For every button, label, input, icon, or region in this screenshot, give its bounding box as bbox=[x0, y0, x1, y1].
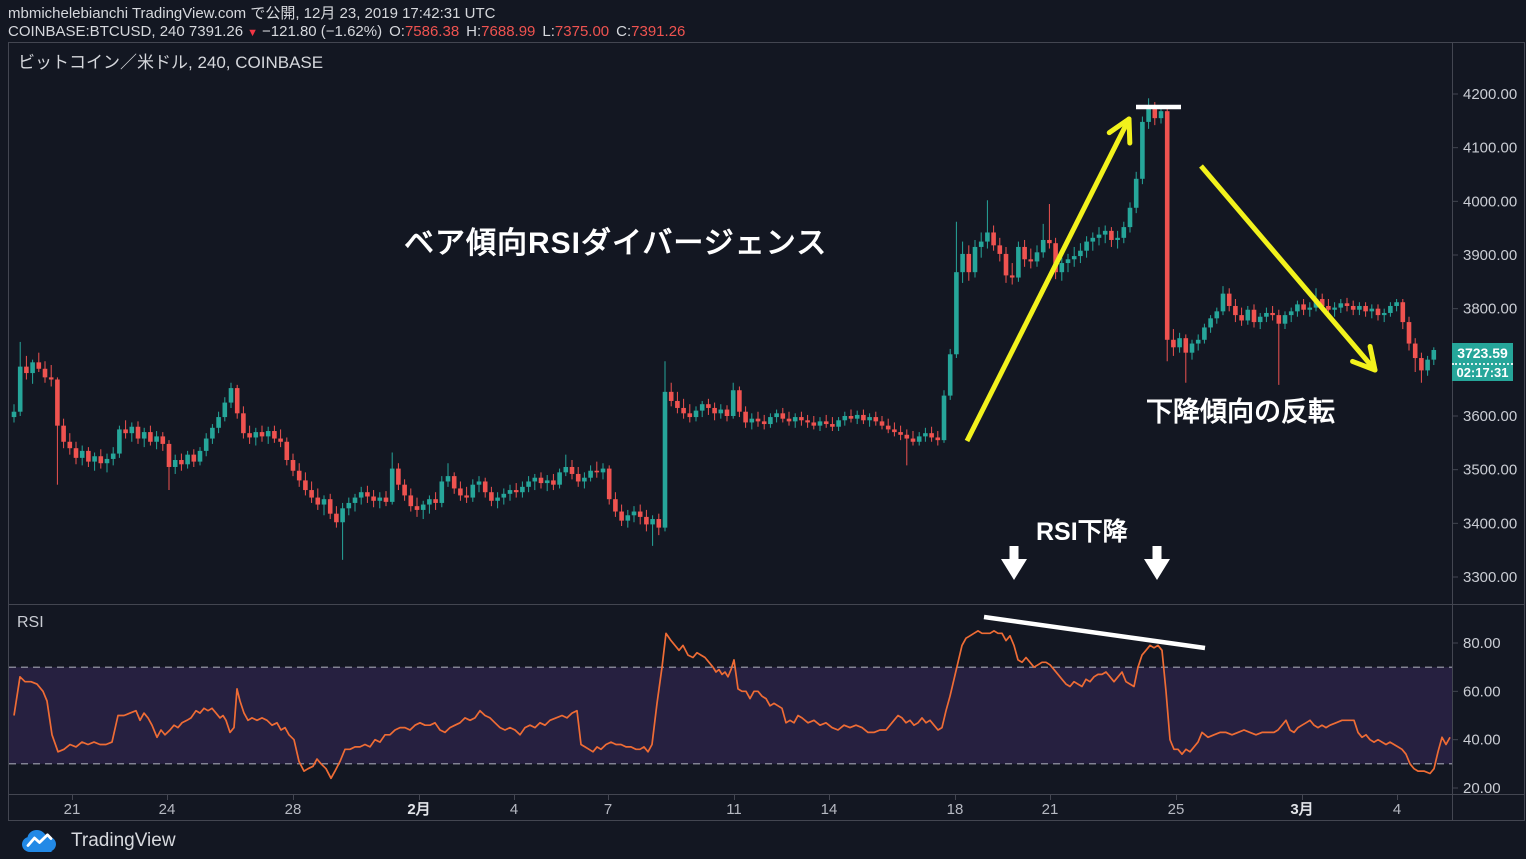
svg-text:3300.00: 3300.00 bbox=[1463, 569, 1517, 586]
time-axis[interactable]: 21 24 28 2月 4 7 11 14 18 21 25 3月 4 bbox=[64, 794, 1402, 819]
rsi-plot[interactable] bbox=[13, 630, 1451, 780]
svg-text:24: 24 bbox=[159, 801, 176, 818]
svg-text:3400.00: 3400.00 bbox=[1463, 515, 1517, 532]
low-value: 7375.00 bbox=[554, 23, 610, 40]
svg-text:21: 21 bbox=[1042, 801, 1059, 818]
open-value: 7586.38 bbox=[404, 23, 460, 40]
svg-text:4: 4 bbox=[1393, 801, 1401, 818]
svg-text:25: 25 bbox=[1168, 801, 1185, 818]
svg-text:2月: 2月 bbox=[407, 801, 430, 818]
svg-text:3500.00: 3500.00 bbox=[1463, 462, 1517, 479]
chart-legend-title[interactable]: ビットコイン／米ドル, 240, COINBASE bbox=[18, 53, 324, 72]
svg-text:60.00: 60.00 bbox=[1463, 683, 1501, 700]
header: mbmichelebianchi TradingView.com で公開, 12… bbox=[8, 4, 685, 42]
svg-text:20.00: 20.00 bbox=[1463, 780, 1501, 797]
svg-text:21: 21 bbox=[64, 801, 81, 818]
svg-text:11: 11 bbox=[726, 801, 742, 818]
close-value: 7391.26 bbox=[631, 23, 686, 40]
publish-info: mbmichelebianchi TradingView.com で公開, 12… bbox=[8, 5, 496, 22]
svg-text:18: 18 bbox=[947, 801, 964, 818]
svg-text:3600.00: 3600.00 bbox=[1463, 408, 1517, 425]
bar-countdown: 02:17:31 bbox=[1452, 363, 1513, 381]
tradingview-logo-icon[interactable] bbox=[20, 828, 60, 854]
tradingview-brand-text[interactable]: TradingView bbox=[71, 829, 176, 851]
svg-text:4000.00: 4000.00 bbox=[1463, 193, 1517, 210]
svg-text:7: 7 bbox=[604, 801, 612, 818]
annotation-bearish-rsi-divergence: ベア傾向RSIダイバージェンス bbox=[404, 227, 828, 260]
annotation-downtrend-reversal: 下降傾向の反転 bbox=[1146, 397, 1335, 427]
drawings[interactable] bbox=[964, 104, 1378, 651]
footer: TradingView bbox=[0, 822, 1526, 859]
svg-text:40.00: 40.00 bbox=[1463, 732, 1501, 749]
svg-text:80.00: 80.00 bbox=[1463, 635, 1501, 652]
last-price-value: 3723.59 bbox=[1452, 343, 1513, 363]
symbol-text: COINBASE:BTCUSD, 240 7391.26 bbox=[8, 23, 244, 40]
svg-text:3800.00: 3800.00 bbox=[1463, 301, 1517, 318]
svg-text:3月: 3月 bbox=[1290, 801, 1313, 818]
change-text: −121.80 (−1.62%) bbox=[262, 23, 383, 40]
annotation-rsi-decline: RSI下降 bbox=[1036, 518, 1128, 546]
symbol-ohlc-line: COINBASE:BTCUSD, 240 7391.26 ▼ −121.80 (−1… bbox=[8, 23, 685, 42]
svg-text:4100.00: 4100.00 bbox=[1463, 140, 1517, 157]
close-label: C: bbox=[616, 23, 632, 40]
last-price-axis-label: 3723.59 02:17:31 bbox=[1452, 343, 1513, 381]
svg-text:28: 28 bbox=[285, 801, 302, 818]
svg-text:4200.00: 4200.00 bbox=[1463, 86, 1517, 103]
svg-text:4: 4 bbox=[510, 801, 518, 818]
svg-text:14: 14 bbox=[821, 801, 838, 818]
rsi-indicator-label[interactable]: RSI bbox=[17, 614, 44, 631]
change-down-icon: ▼ bbox=[247, 27, 258, 39]
low-label: L: bbox=[542, 23, 555, 40]
high-value: 7688.99 bbox=[481, 23, 536, 40]
open-label: O: bbox=[389, 23, 405, 40]
rsi-band bbox=[9, 666, 1452, 765]
svg-text:3900.00: 3900.00 bbox=[1463, 247, 1517, 264]
candles-series[interactable] bbox=[11, 98, 1437, 560]
high-label: H: bbox=[466, 23, 482, 40]
price-axis[interactable]: 4200.00 4100.00 4000.00 3900.00 3800.00 3600.… bbox=[1452, 86, 1518, 797]
